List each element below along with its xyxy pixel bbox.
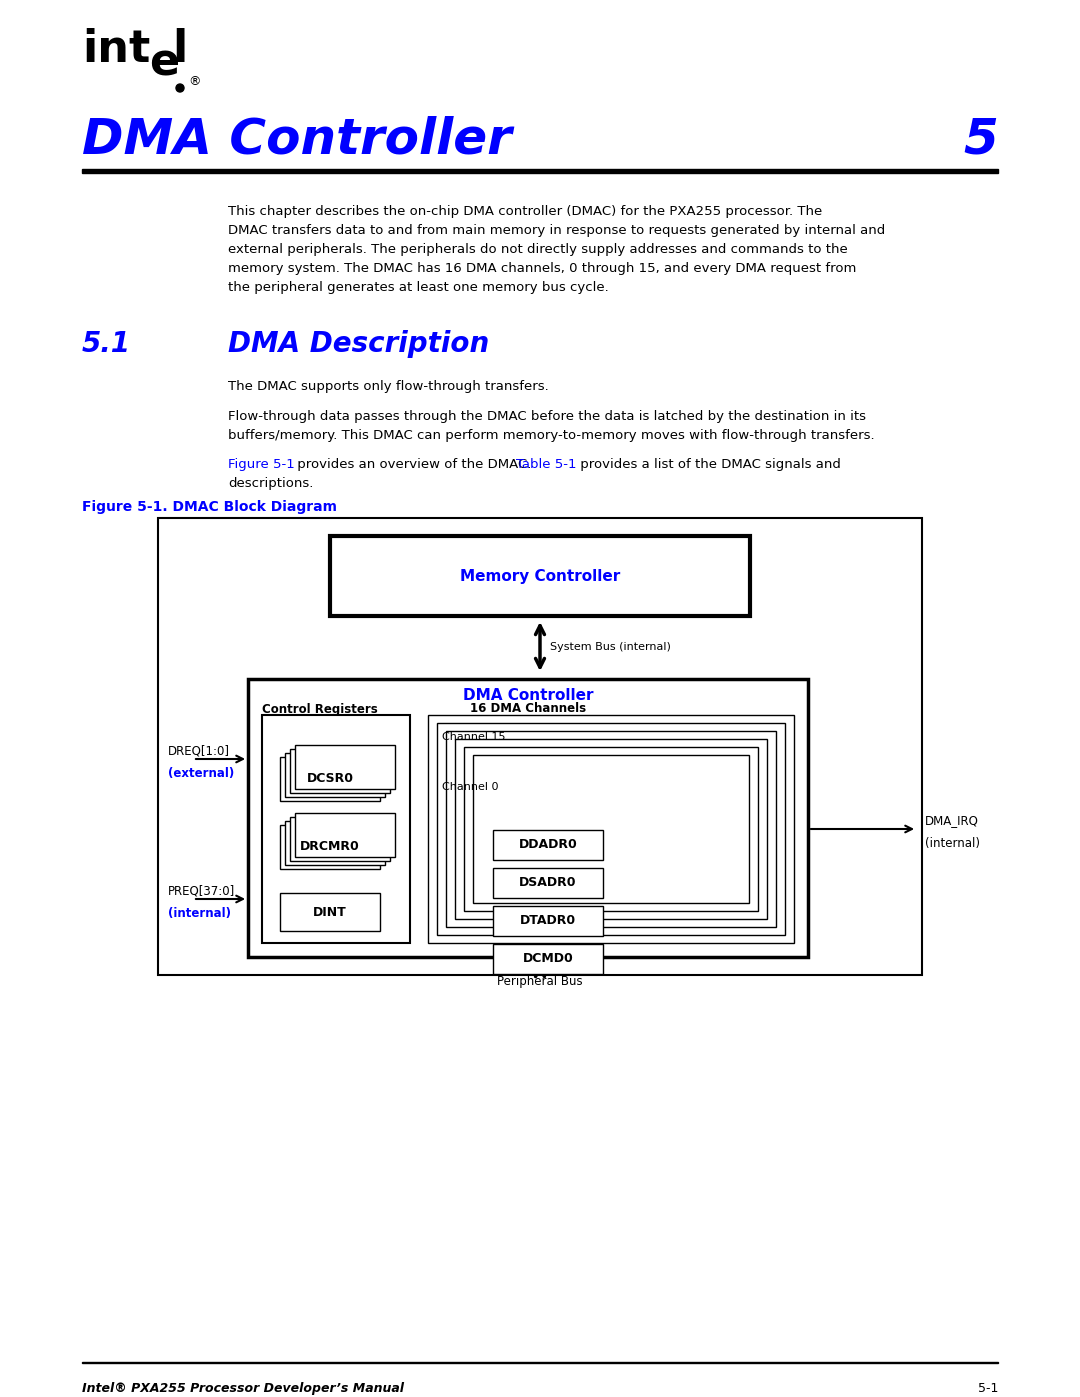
Text: (internal): (internal) [513,961,567,974]
Bar [291,749,390,793]
Bar [248,679,808,957]
Bar [285,821,384,865]
Text: DSADR0: DSADR0 [519,876,577,890]
Text: DMA Description: DMA Description [228,330,489,358]
Text: DCSR0: DCSR0 [307,773,353,785]
Text: DRCMR0: DRCMR0 [300,841,360,854]
Bar [492,830,603,861]
Text: DMAC transfers data to and from main memory in response to requests generated by: DMAC transfers data to and from main mem… [228,224,886,237]
Bar [437,724,785,935]
Text: l: l [172,28,187,71]
Text: The DMAC supports only flow-through transfers.: The DMAC supports only flow-through tran… [228,380,549,393]
Bar [446,731,777,928]
Text: System Bus (internal): System Bus (internal) [550,641,671,651]
Text: Peripheral Bus: Peripheral Bus [497,975,583,989]
Text: (internal): (internal) [924,837,980,849]
Bar [291,817,390,861]
Text: Table 5-1: Table 5-1 [516,458,577,471]
Bar [295,745,395,789]
Text: DDADR0: DDADR0 [518,838,578,852]
Bar [158,518,922,975]
Text: DMA Controller: DMA Controller [462,687,593,703]
Text: Intel® PXA255 Processor Developer’s Manual: Intel® PXA255 Processor Developer’s Manu… [82,1382,404,1396]
Circle shape [176,84,184,92]
Bar [330,536,750,616]
Text: (external): (external) [168,767,234,780]
Bar [262,715,410,943]
Bar [280,893,380,930]
Bar [280,826,380,869]
Bar [280,757,380,800]
Text: DTADR0: DTADR0 [519,915,576,928]
Text: Control Registers: Control Registers [262,703,378,715]
Text: external peripherals. The peripherals do not directly supply addresses and comma: external peripherals. The peripherals do… [228,243,848,256]
Text: DCMD0: DCMD0 [523,953,573,965]
Text: 5-1: 5-1 [977,1382,998,1396]
Bar [455,739,767,919]
Bar [82,1362,998,1363]
Text: provides an overview of the DMAC.: provides an overview of the DMAC. [293,458,536,471]
Bar [473,754,750,902]
Text: 5.1: 5.1 [82,330,131,358]
Bar [295,813,395,856]
Text: Figure 5-1: Figure 5-1 [228,458,295,471]
Bar [492,907,603,936]
Bar [82,169,998,173]
Text: DMA_IRQ: DMA_IRQ [924,814,978,827]
Text: 16 DMA Channels: 16 DMA Channels [470,703,586,715]
Text: memory system. The DMAC has 16 DMA channels, 0 through 15, and every DMA request: memory system. The DMAC has 16 DMA chann… [228,263,856,275]
Text: int: int [82,28,150,71]
Text: Figure 5-1. DMAC Block Diagram: Figure 5-1. DMAC Block Diagram [82,500,337,514]
Text: (internal): (internal) [168,907,231,919]
Text: ®: ® [188,75,201,88]
Text: Memory Controller: Memory Controller [460,569,620,584]
Text: provides a list of the DMAC signals and: provides a list of the DMAC signals and [576,458,841,471]
Text: e: e [149,42,179,85]
Bar [285,753,384,798]
Text: DMA Controller: DMA Controller [82,115,512,163]
Bar [492,944,603,974]
Text: descriptions.: descriptions. [228,476,313,490]
Bar [464,747,758,911]
Text: Flow-through data passes through the DMAC before the data is latched by the dest: Flow-through data passes through the DMA… [228,409,866,423]
Text: Channel 0: Channel 0 [442,782,499,792]
Text: 5: 5 [963,115,998,163]
Text: PREQ[37:0]: PREQ[37:0] [168,884,235,897]
Bar [428,715,794,943]
Bar [492,868,603,898]
Text: DINT: DINT [313,905,347,918]
Text: buffers/memory. This DMAC can perform memory-to-memory moves with flow-through t: buffers/memory. This DMAC can perform me… [228,429,875,441]
Text: DREQ[1:0]: DREQ[1:0] [168,745,230,757]
Text: Channel 15: Channel 15 [442,732,505,742]
Text: the peripheral generates at least one memory bus cycle.: the peripheral generates at least one me… [228,281,609,293]
Text: This chapter describes the on-chip DMA controller (DMAC) for the PXA255 processo: This chapter describes the on-chip DMA c… [228,205,822,218]
